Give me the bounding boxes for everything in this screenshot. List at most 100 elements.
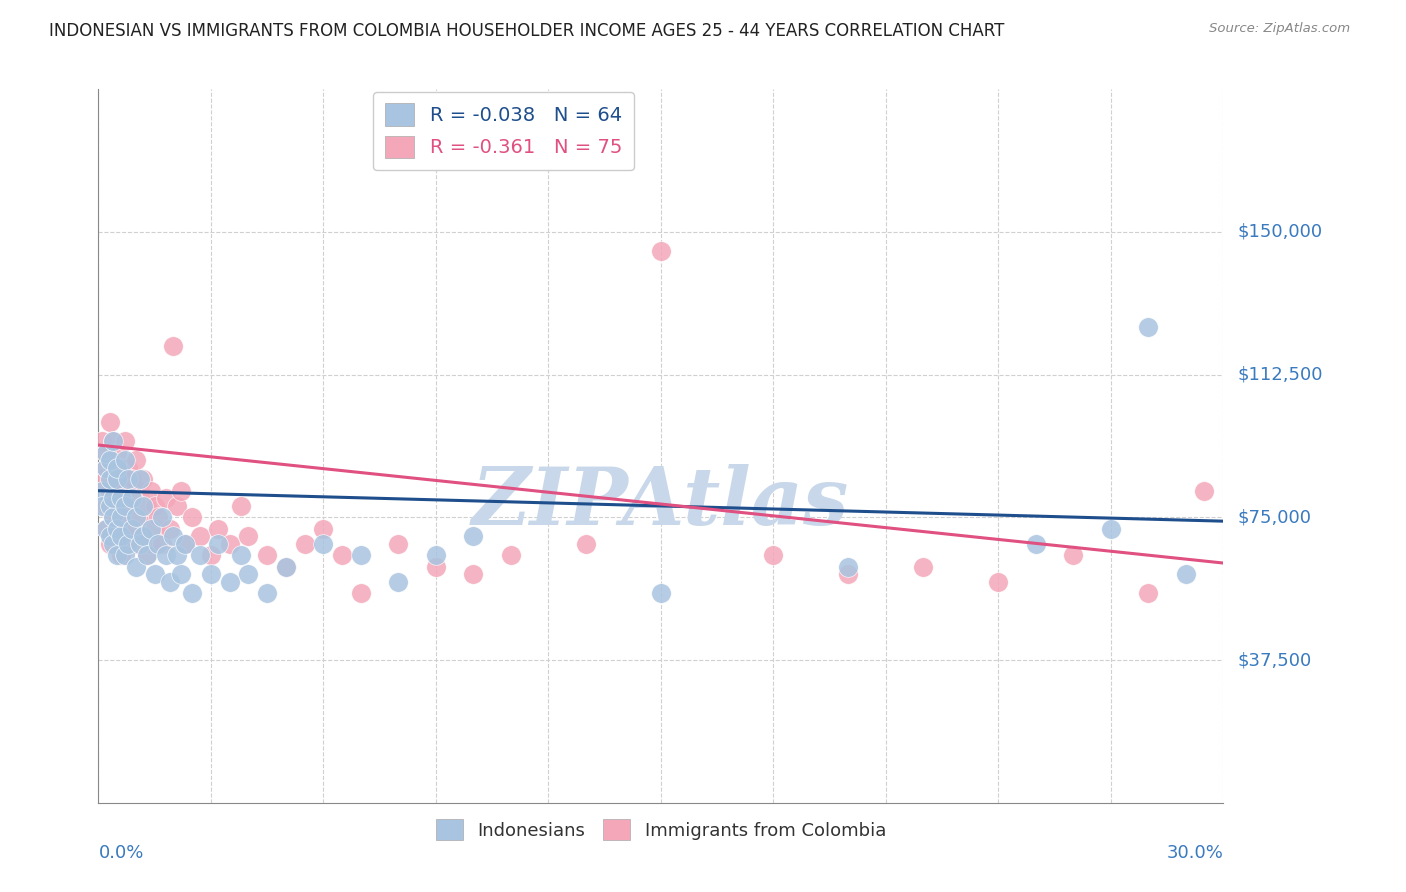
Point	[94, 461, 117, 475]
Point	[387, 537, 409, 551]
Point	[117, 461, 139, 475]
Point	[188, 549, 211, 563]
Point	[128, 483, 150, 498]
Point	[148, 537, 170, 551]
Point	[162, 529, 184, 543]
Point	[762, 549, 785, 563]
Point	[103, 434, 125, 449]
Point	[103, 510, 125, 524]
Point	[110, 461, 132, 475]
Point	[94, 499, 117, 513]
Point	[238, 567, 260, 582]
Point	[132, 529, 155, 543]
Point	[170, 483, 193, 498]
Point	[139, 483, 162, 498]
Point	[103, 510, 125, 524]
Point	[425, 559, 447, 574]
Point	[312, 537, 335, 551]
Point	[181, 586, 204, 600]
Point	[1137, 320, 1160, 334]
Point	[98, 453, 121, 467]
Point	[105, 461, 128, 475]
Point	[114, 453, 136, 467]
Point	[98, 415, 121, 429]
Point	[114, 499, 136, 513]
Point	[98, 472, 121, 486]
Point	[98, 483, 121, 498]
Point	[200, 549, 222, 563]
Point	[91, 483, 114, 498]
Point	[463, 529, 485, 543]
Text: Source: ZipAtlas.com: Source: ZipAtlas.com	[1209, 22, 1350, 36]
Point	[155, 491, 177, 506]
Point	[912, 559, 935, 574]
Point	[1174, 567, 1197, 582]
Point	[238, 529, 260, 543]
Point	[218, 575, 240, 590]
Point	[114, 529, 136, 543]
Point	[159, 522, 181, 536]
Legend: Indonesians, Immigrants from Colombia: Indonesians, Immigrants from Colombia	[429, 812, 893, 847]
Point	[94, 445, 117, 459]
Point	[425, 549, 447, 563]
Point	[103, 461, 125, 475]
Point	[155, 549, 177, 563]
Point	[1137, 586, 1160, 600]
Point	[105, 445, 128, 459]
Point	[173, 537, 195, 551]
Point	[200, 567, 222, 582]
Point	[110, 510, 132, 524]
Point	[105, 549, 128, 563]
Point	[188, 529, 211, 543]
Point	[98, 529, 121, 543]
Point	[143, 522, 166, 536]
Point	[181, 510, 204, 524]
Point	[256, 549, 278, 563]
Point	[170, 567, 193, 582]
Point	[103, 491, 125, 506]
Point	[350, 586, 373, 600]
Point	[387, 575, 409, 590]
Point	[114, 434, 136, 449]
Point	[125, 510, 148, 524]
Text: $75,000: $75,000	[1237, 508, 1312, 526]
Point	[229, 549, 252, 563]
Point	[105, 499, 128, 513]
Point	[94, 522, 117, 536]
Point	[91, 434, 114, 449]
Point	[91, 499, 114, 513]
Point	[150, 510, 173, 524]
Point	[207, 537, 229, 551]
Text: 0.0%: 0.0%	[98, 845, 143, 863]
Point	[132, 472, 155, 486]
Point	[650, 586, 672, 600]
Point	[128, 510, 150, 524]
Point	[110, 549, 132, 563]
Point	[159, 575, 181, 590]
Point	[132, 529, 155, 543]
Point	[114, 549, 136, 563]
Point	[837, 567, 859, 582]
Point	[128, 472, 150, 486]
Point	[274, 559, 297, 574]
Point	[110, 529, 132, 543]
Point	[207, 522, 229, 536]
Text: ZIPAtlas: ZIPAtlas	[472, 465, 849, 541]
Point	[1194, 483, 1216, 498]
Point	[121, 522, 143, 536]
Point	[128, 537, 150, 551]
Point	[117, 537, 139, 551]
Point	[143, 567, 166, 582]
Point	[350, 549, 373, 563]
Point	[121, 491, 143, 506]
Point	[121, 472, 143, 486]
Point	[132, 499, 155, 513]
Point	[117, 537, 139, 551]
Point	[125, 537, 148, 551]
Point	[110, 510, 132, 524]
Point	[94, 445, 117, 459]
Point	[98, 537, 121, 551]
Point	[1099, 522, 1122, 536]
Point	[143, 499, 166, 513]
Text: $112,500: $112,500	[1237, 366, 1323, 384]
